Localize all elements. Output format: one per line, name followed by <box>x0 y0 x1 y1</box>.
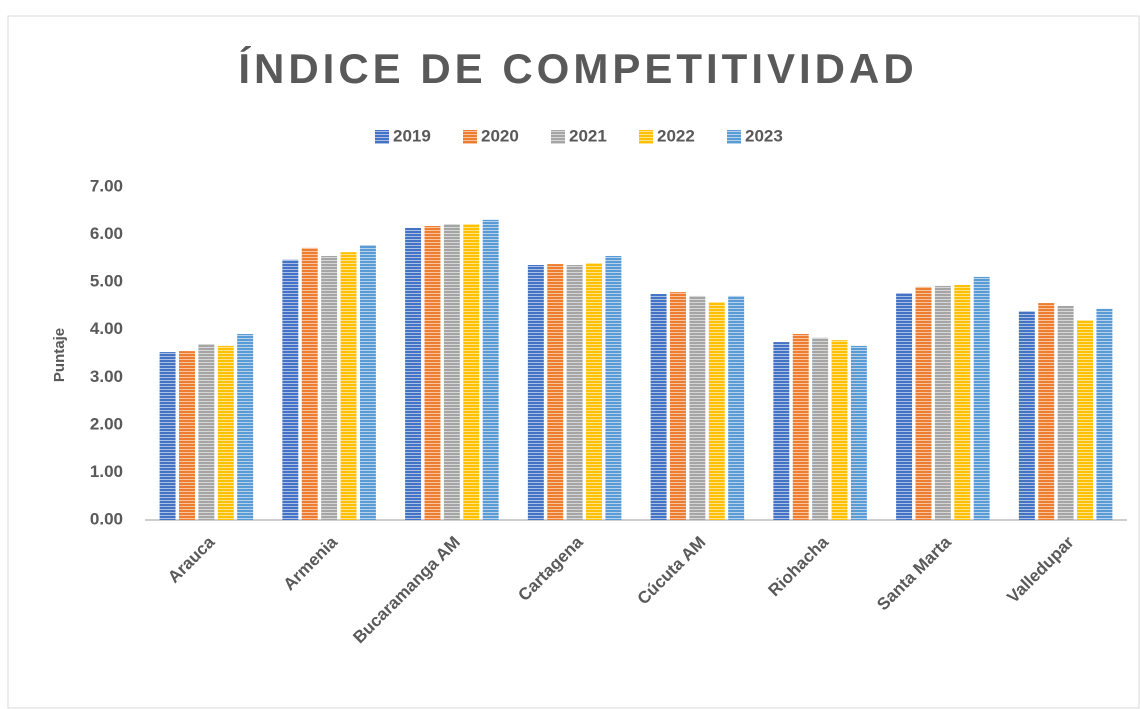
bar <box>915 286 932 520</box>
bar <box>198 343 215 520</box>
bar <box>586 263 602 520</box>
bar <box>405 227 422 520</box>
bar <box>282 259 299 520</box>
y-tick-label: 4.00 <box>90 319 123 338</box>
y-tick-label: 3.00 <box>90 367 123 386</box>
bar <box>1096 308 1113 520</box>
bar <box>831 340 848 520</box>
bar <box>527 265 544 520</box>
legend-swatch <box>639 130 653 144</box>
legend-label: 2020 <box>481 126 519 145</box>
legend-label: 2021 <box>569 126 607 145</box>
bar <box>566 265 583 520</box>
bar <box>670 292 686 520</box>
bar <box>1077 320 1093 520</box>
y-axis-label: Puntaje <box>51 328 68 382</box>
bar <box>482 219 499 520</box>
legend-label: 2019 <box>393 126 431 145</box>
bar <box>1018 311 1035 520</box>
y-tick-label: 2.00 <box>90 414 123 433</box>
legend-swatch <box>375 130 389 144</box>
bar <box>217 345 234 520</box>
bar <box>321 255 338 520</box>
bar <box>1057 305 1074 520</box>
bar <box>301 247 318 521</box>
legend-swatch <box>727 130 741 144</box>
bar <box>179 351 195 520</box>
bar <box>728 295 745 520</box>
bar <box>463 224 480 520</box>
y-tick-label: 1.00 <box>90 462 123 481</box>
bar <box>896 293 913 520</box>
y-tick-label: 5.00 <box>90 272 123 291</box>
bar <box>812 337 829 520</box>
bar <box>159 352 176 520</box>
bar <box>773 342 790 520</box>
bar <box>237 333 254 520</box>
bar <box>689 295 706 520</box>
y-tick-label: 6.00 <box>90 224 123 243</box>
legend-label: 2023 <box>745 126 783 145</box>
chart-title: ÍNDICE DE COMPETITIVIDAD <box>238 45 917 92</box>
bar <box>359 245 376 520</box>
bar <box>443 224 460 520</box>
bar <box>708 302 725 520</box>
bar <box>340 252 357 520</box>
bar <box>547 264 564 520</box>
bar <box>973 276 990 520</box>
bar <box>424 226 441 520</box>
bar <box>954 284 971 520</box>
bar <box>850 345 867 520</box>
y-tick-label: 7.00 <box>90 176 123 195</box>
legend-swatch <box>463 130 477 144</box>
bar <box>605 255 622 520</box>
legend-label: 2022 <box>657 126 695 145</box>
bar <box>934 285 951 520</box>
legend-swatch <box>551 130 565 144</box>
bar <box>650 294 667 520</box>
bar <box>1038 303 1055 520</box>
bar <box>792 333 809 520</box>
y-tick-label: 0.00 <box>90 509 123 528</box>
